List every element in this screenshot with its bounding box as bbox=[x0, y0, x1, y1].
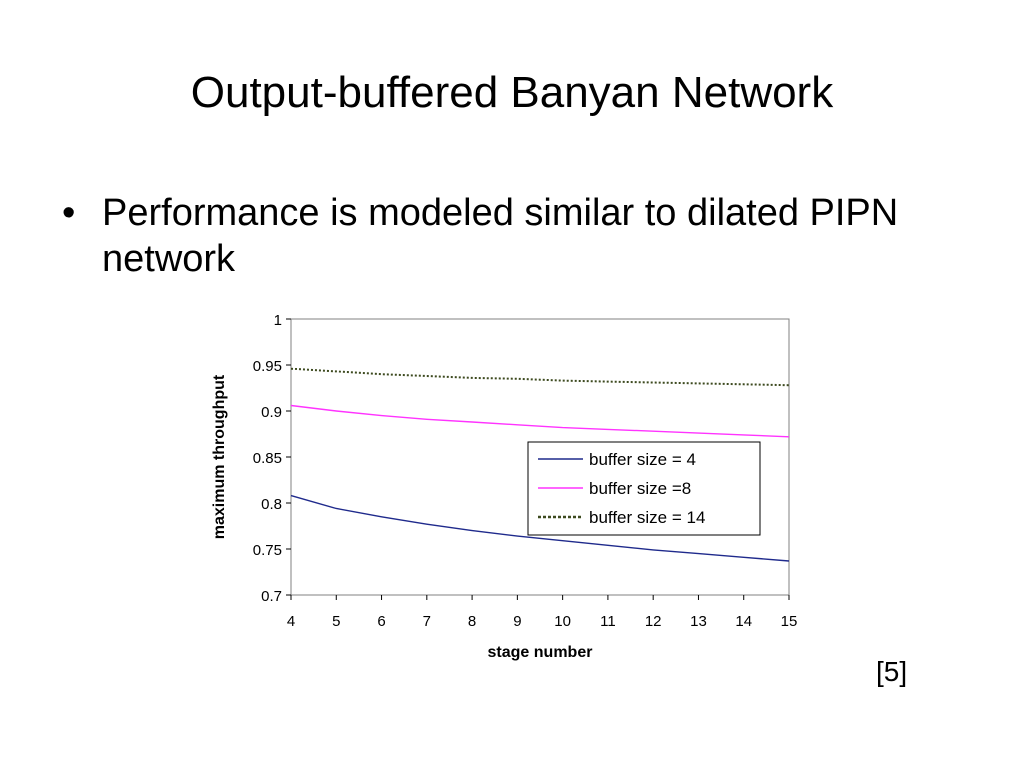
bullet-marker: • bbox=[62, 192, 76, 234]
citation: [5] bbox=[876, 656, 908, 687]
throughput-chart: 0.7 0.75 0.8 0.85 0.9 0.95 1 4 5 6 7 8 9 10 11 12 13 14 15… bbox=[200, 300, 820, 670]
bullet-list: • Performance is modeled similar to dila… bbox=[62, 190, 962, 282]
x-tick-label: 14 bbox=[735, 613, 752, 630]
legend-label: buffer size = 4 bbox=[589, 450, 696, 469]
legend-label: buffer size = 14 bbox=[589, 508, 705, 527]
bullet-text: Performance is modeled similar to dilate… bbox=[102, 192, 899, 280]
y-tick-label: 0.9 bbox=[261, 404, 282, 421]
x-tick-label: 7 bbox=[423, 613, 431, 630]
x-tick-label: 10 bbox=[554, 613, 571, 630]
series-line-3 bbox=[290, 367, 790, 387]
x-tick-label: 13 bbox=[690, 613, 707, 630]
series-line-1 bbox=[290, 494, 790, 562]
y-tick-label: 0.7 bbox=[261, 588, 282, 605]
x-tick-label: 4 bbox=[287, 613, 295, 630]
x-tick-label: 15 bbox=[781, 613, 798, 630]
x-tick-label: 5 bbox=[332, 613, 340, 630]
x-tick-label: 12 bbox=[645, 613, 662, 630]
x-tick-label: 6 bbox=[377, 613, 385, 630]
x-tick-label: 11 bbox=[600, 613, 616, 630]
bullet-item: • Performance is modeled similar to dila… bbox=[62, 190, 962, 282]
legend-label: buffer size =8 bbox=[589, 479, 691, 498]
y-tick-label: 0.75 bbox=[253, 542, 282, 559]
y-tick-label: 0.8 bbox=[261, 496, 282, 513]
series-line-2 bbox=[290, 404, 790, 438]
y-tick-label: 0.85 bbox=[253, 450, 282, 467]
x-axis-title: stage number bbox=[488, 644, 593, 661]
y-tick-label: 1 bbox=[274, 312, 282, 329]
legend: buffer size = 4 buffer size =8 buffer size… bbox=[527, 441, 761, 536]
y-tick-label: 0.95 bbox=[253, 358, 282, 375]
y-axis-title: maximum throughput bbox=[211, 374, 228, 539]
series-group bbox=[290, 367, 790, 562]
slide-title: Output-buffered Banyan Network bbox=[190, 68, 834, 117]
x-tick-label: 9 bbox=[513, 613, 521, 630]
x-tick-label: 8 bbox=[468, 613, 476, 630]
